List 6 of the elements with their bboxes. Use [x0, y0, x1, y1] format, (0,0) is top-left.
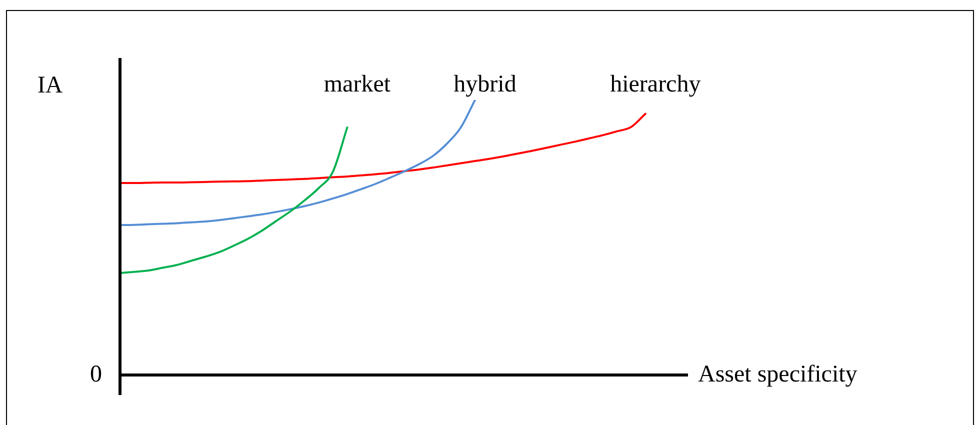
series-label: market — [324, 71, 391, 98]
series-label: hierarchy — [610, 71, 701, 98]
series-label: hybrid — [454, 71, 516, 98]
text: 0 — [90, 361, 102, 388]
x-axis-title: Asset specificity — [698, 361, 858, 388]
y-axis-title: IA — [37, 72, 64, 98]
